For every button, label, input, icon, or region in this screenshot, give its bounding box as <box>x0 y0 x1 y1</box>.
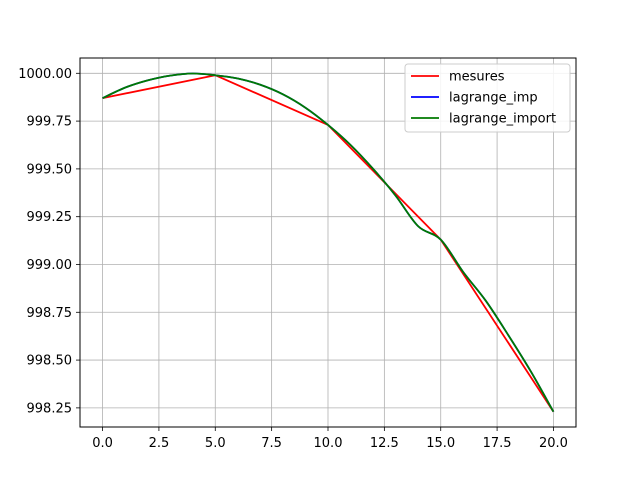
series-line-lagrange_import <box>102 72 555 413</box>
y-tick-label: 1000.00 <box>18 67 72 82</box>
x-tick-label: 15.0 <box>426 436 455 451</box>
x-tick-label: 20.0 <box>539 436 568 451</box>
x-tick-label: 2.5 <box>149 436 170 451</box>
y-tick-label: 998.50 <box>27 354 73 369</box>
y-tick-label: 998.75 <box>27 306 73 321</box>
x-tick-label: 7.5 <box>261 436 282 451</box>
x-tick-label: 12.5 <box>370 436 399 451</box>
legend-label: lagrange_import <box>449 112 556 127</box>
grid-lines <box>80 58 576 427</box>
y-tick-label: 999.25 <box>27 210 73 225</box>
series-layer <box>102 72 555 413</box>
x-tick-label: 10.0 <box>314 436 343 451</box>
legend-label: lagrange_imp <box>449 91 538 106</box>
y-axis: 998.25 998.50 998.75 999.00 999.25 999.50 999.… <box>18 67 80 416</box>
x-tick-label: 0.0 <box>92 436 113 451</box>
y-tick-label: 999.50 <box>27 162 73 177</box>
legend-label: mesures <box>449 70 505 85</box>
y-tick-label: 998.25 <box>27 401 73 416</box>
y-tick-label: 999.75 <box>27 115 73 130</box>
x-tick-label: 5.0 <box>205 436 226 451</box>
x-axis: 0.0 2.5 5.0 7.5 10.0 12.5 15.0 17.5 20.0 <box>92 427 568 451</box>
y-tick-label: 999.00 <box>27 258 73 273</box>
legend: mesures lagrange_imp lagrange_import <box>404 63 571 133</box>
x-tick-label: 17.5 <box>483 436 512 451</box>
legend-box <box>404 63 571 133</box>
